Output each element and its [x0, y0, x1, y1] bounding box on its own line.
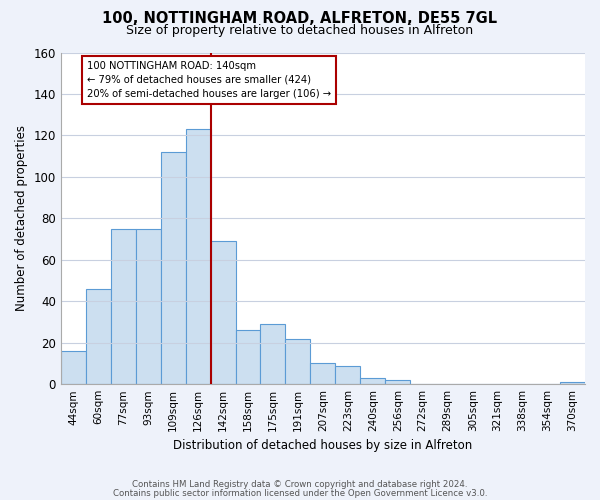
Text: 100 NOTTINGHAM ROAD: 140sqm
← 79% of detached houses are smaller (424)
20% of se: 100 NOTTINGHAM ROAD: 140sqm ← 79% of det…: [87, 61, 331, 99]
Bar: [86, 289, 111, 384]
Bar: [560, 382, 585, 384]
Bar: [385, 380, 410, 384]
Text: Contains HM Land Registry data © Crown copyright and database right 2024.: Contains HM Land Registry data © Crown c…: [132, 480, 468, 489]
Bar: [335, 366, 361, 384]
Bar: [61, 351, 86, 384]
Bar: [136, 228, 161, 384]
Bar: [111, 228, 136, 384]
Text: 100, NOTTINGHAM ROAD, ALFRETON, DE55 7GL: 100, NOTTINGHAM ROAD, ALFRETON, DE55 7GL: [103, 11, 497, 26]
Bar: [260, 324, 286, 384]
Bar: [361, 378, 385, 384]
Bar: [286, 338, 310, 384]
Text: Size of property relative to detached houses in Alfreton: Size of property relative to detached ho…: [127, 24, 473, 37]
X-axis label: Distribution of detached houses by size in Alfreton: Distribution of detached houses by size …: [173, 440, 473, 452]
Bar: [161, 152, 185, 384]
Bar: [211, 241, 236, 384]
Bar: [310, 364, 335, 384]
Y-axis label: Number of detached properties: Number of detached properties: [15, 126, 28, 312]
Text: Contains public sector information licensed under the Open Government Licence v3: Contains public sector information licen…: [113, 488, 487, 498]
Bar: [236, 330, 260, 384]
Bar: [185, 129, 211, 384]
